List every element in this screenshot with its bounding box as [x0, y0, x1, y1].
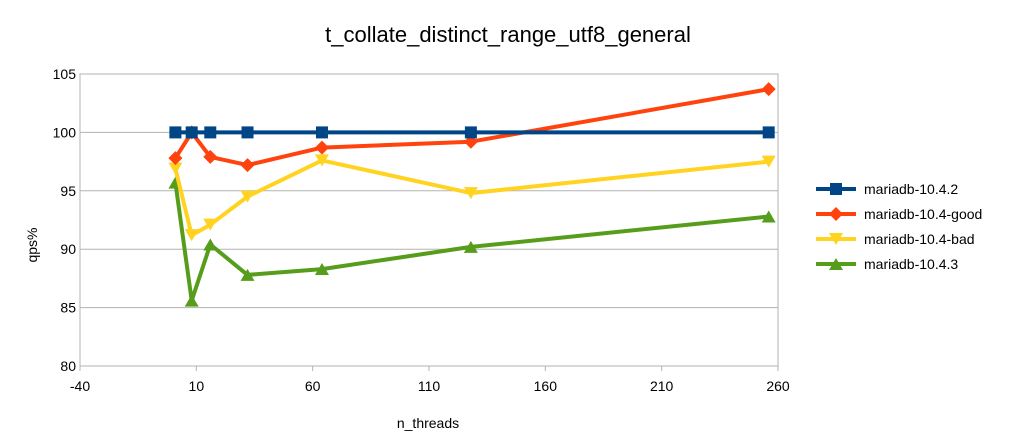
- data-point: [168, 151, 183, 166]
- data-point: [761, 155, 776, 168]
- legend-item: mariadb-10.4.3: [816, 256, 958, 272]
- chart-title: t_collate_distinct_range_utf8_general: [325, 22, 691, 47]
- x-tick-label: 10: [189, 378, 205, 394]
- plot-area: [79, 73, 779, 367]
- data-point: [240, 158, 255, 173]
- legend-label: mariadb-10.4.2: [864, 181, 958, 197]
- y-tick-label: 105: [53, 66, 77, 82]
- legend-label: mariadb-10.4-bad: [864, 231, 975, 247]
- y-tick-label: 90: [60, 241, 76, 257]
- y-tick-label: 85: [60, 300, 76, 316]
- y-axis-label: qps%: [24, 227, 40, 262]
- x-tick-label: 160: [534, 378, 558, 394]
- y-axis-ticks: 80 85 90 95 100 105: [53, 66, 77, 374]
- y-tick-label: 95: [60, 183, 76, 199]
- x-tick-label: 60: [305, 378, 321, 394]
- legend-marker: [830, 183, 842, 195]
- data-point: [185, 126, 198, 139]
- legend-marker: [829, 233, 843, 245]
- data-point: [240, 190, 255, 203]
- x-tick-label: 110: [418, 378, 441, 394]
- x-tick-label: -40: [70, 378, 90, 394]
- data-point: [203, 149, 218, 164]
- gridlines: [80, 73, 778, 367]
- x-axis-label: n_threads: [397, 415, 459, 431]
- data-point: [463, 187, 478, 200]
- data-point: [314, 154, 329, 167]
- data-point: [169, 126, 182, 139]
- data-point: [762, 126, 775, 139]
- legend-item: mariadb-10.4-good: [816, 206, 982, 222]
- x-axis-ticks: -40 10 60 110 160 210 260: [70, 366, 790, 394]
- data-point: [168, 162, 183, 175]
- legend-item: mariadb-10.4.2: [816, 181, 958, 197]
- data-point: [184, 229, 199, 242]
- data-point: [761, 210, 776, 223]
- data-point: [203, 238, 218, 251]
- legend-marker: [829, 207, 843, 221]
- data-point: [184, 294, 199, 307]
- series-group: [168, 82, 776, 307]
- x-tick-label: 210: [650, 378, 674, 394]
- legend-label: mariadb-10.4.3: [864, 256, 958, 272]
- series-mariadb-10.4.2: [169, 126, 775, 139]
- data-point: [314, 140, 329, 155]
- legend-marker: [829, 258, 843, 270]
- legend-label: mariadb-10.4-good: [864, 206, 982, 222]
- data-point: [203, 218, 218, 231]
- y-tick-label: 100: [53, 124, 77, 140]
- data-point: [241, 126, 254, 139]
- y-tick-label: 80: [60, 358, 76, 374]
- series-mariadb-10.4-bad: [168, 154, 776, 242]
- data-point: [464, 126, 477, 139]
- data-point: [314, 263, 329, 276]
- data-point: [463, 240, 478, 253]
- data-point: [240, 268, 255, 281]
- legend-item: mariadb-10.4-bad: [816, 231, 975, 247]
- data-point: [204, 126, 217, 139]
- legend: mariadb-10.4.2 mariadb-10.4-good mariadb-1…: [816, 181, 982, 272]
- x-tick-label: 260: [766, 378, 790, 394]
- data-point: [761, 82, 776, 97]
- data-point: [315, 126, 328, 139]
- series-line: [173, 182, 769, 303]
